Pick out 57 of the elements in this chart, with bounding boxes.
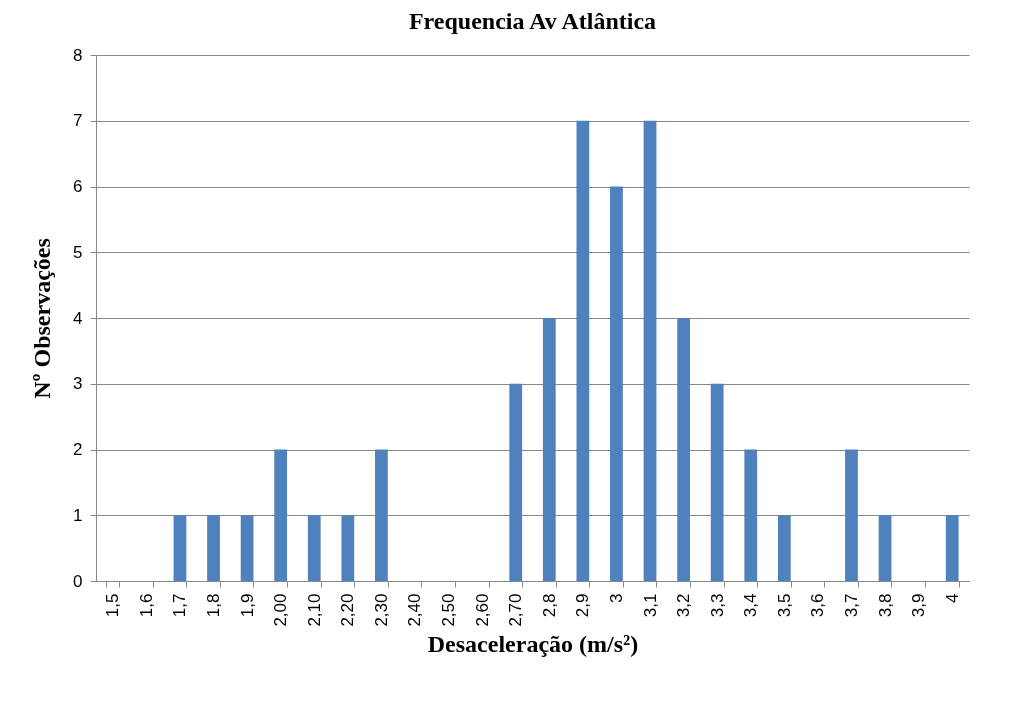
bar xyxy=(173,515,187,581)
x-tick-label: 1,5 xyxy=(103,593,123,618)
y-tick-label: 3 xyxy=(73,374,83,394)
chart-title: Frequencia Av Atlântica xyxy=(408,8,657,34)
x-tick-label: 3,2 xyxy=(674,593,694,618)
y-tick-label: 4 xyxy=(73,308,83,328)
bar xyxy=(341,515,355,581)
bar xyxy=(945,515,959,581)
y-tick-label: 8 xyxy=(73,45,83,65)
bar xyxy=(542,318,556,581)
x-tick-label: 3,6 xyxy=(808,593,828,618)
bar xyxy=(207,515,220,581)
y-tick-label: 2 xyxy=(73,440,83,459)
x-tick-label: 3,4 xyxy=(741,593,761,618)
bar xyxy=(240,515,254,581)
bar xyxy=(845,449,858,581)
x-tick-label: 1,9 xyxy=(237,593,257,618)
bar xyxy=(777,515,791,581)
x-tick-label: 2,70 xyxy=(506,593,526,627)
bar xyxy=(744,449,758,581)
bar xyxy=(677,318,690,581)
bar xyxy=(274,449,288,581)
x-tick-label: 2,20 xyxy=(338,593,358,627)
y-tick-label: 7 xyxy=(73,111,83,131)
x-tick-label: 2,40 xyxy=(405,593,425,627)
bar xyxy=(576,120,590,581)
x-tick-label: 3,8 xyxy=(875,593,895,618)
x-tick-label: 1,8 xyxy=(204,593,224,618)
y-tick-label: 0 xyxy=(73,571,83,591)
bar xyxy=(643,120,657,581)
x-tick-label: 2,10 xyxy=(304,593,324,627)
bar xyxy=(710,383,724,581)
x-tick-label: 1,6 xyxy=(136,593,156,618)
x-tick-label: 2,8 xyxy=(539,593,559,618)
y-axis-title: Nº Observações xyxy=(29,238,56,399)
x-tick-label: 3,9 xyxy=(909,593,929,618)
x-tick-label: 2,50 xyxy=(439,593,459,627)
x-tick-label: 3,3 xyxy=(707,593,727,618)
y-tick-label: 1 xyxy=(73,505,83,525)
x-tick-label: 3,1 xyxy=(640,593,660,618)
x-tick-label: 2,30 xyxy=(371,593,391,627)
x-tick-label: 3 xyxy=(606,593,626,603)
x-tick-label: 3,5 xyxy=(774,593,794,618)
bar xyxy=(878,515,892,581)
x-tick-label: 4 xyxy=(942,593,962,603)
x-tick-label: 2,9 xyxy=(573,593,593,618)
x-tick-label: 3,7 xyxy=(841,593,861,618)
x-tick-label: 2,00 xyxy=(271,593,291,627)
x-axis-title: Desaceleração (m/s²) xyxy=(427,630,639,657)
bar xyxy=(375,449,388,581)
bar xyxy=(509,383,523,581)
y-tick-label: 6 xyxy=(73,177,83,196)
bar xyxy=(307,515,321,581)
bar xyxy=(610,186,623,581)
x-tick-label: 1,7 xyxy=(170,593,190,618)
y-tick-label: 5 xyxy=(73,242,83,262)
x-tick-label: 2,60 xyxy=(472,593,492,627)
